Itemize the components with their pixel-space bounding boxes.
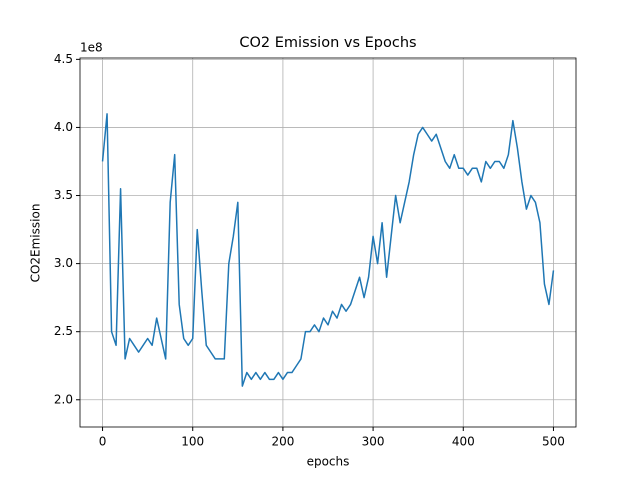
x-tick-label: 200 bbox=[271, 435, 294, 449]
plot-frame bbox=[79, 57, 577, 428]
y-axis-label: CO2Emission bbox=[29, 204, 43, 283]
y-tick-label: 4.5 bbox=[54, 52, 73, 66]
x-tick-label: 0 bbox=[99, 435, 107, 449]
y-tick-label: 2.5 bbox=[54, 324, 73, 338]
x-tick-label: 500 bbox=[542, 435, 565, 449]
y-tick-label: 4.0 bbox=[54, 120, 73, 134]
x-axis-label: epochs bbox=[307, 455, 350, 469]
x-tick-label: 300 bbox=[362, 435, 385, 449]
chart-title: CO2 Emission vs Epochs bbox=[239, 35, 416, 51]
x-tick-label: 400 bbox=[452, 435, 475, 449]
y-tick-label: 3.5 bbox=[54, 188, 73, 202]
y-tick-label: 3.0 bbox=[54, 256, 73, 270]
x-tick-label: 100 bbox=[181, 435, 204, 449]
y-offset-label: 1e8 bbox=[80, 41, 103, 55]
y-tick-label: 2.0 bbox=[54, 392, 73, 406]
data-line bbox=[101, 113, 555, 387]
